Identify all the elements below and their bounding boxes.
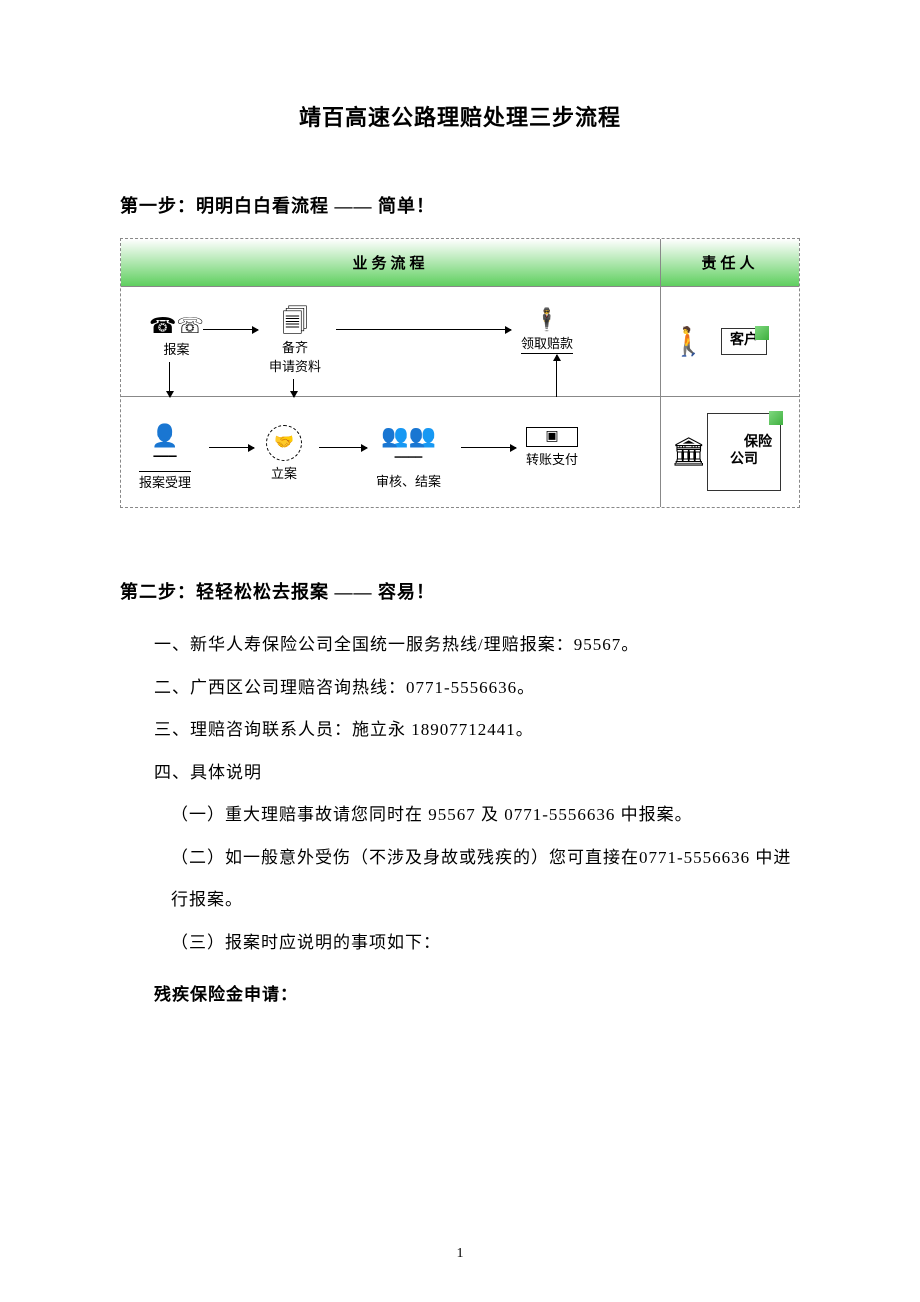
flowchart-row-insurer: 👤▔▔▔ 报案受理 🤝 立案 👥👥▔▔▔▔ 审核、结案 ▣ 转账支付 🏛 保 [121, 397, 799, 507]
arrow-pay-up [556, 355, 557, 397]
node-file: 🤝 立案 [266, 425, 302, 482]
process-cell-insurer: 👤▔▔▔ 报案受理 🤝 立案 👥👥▔▔▔▔ 审核、结案 ▣ 转账支付 [121, 397, 661, 507]
owner-customer-label: 客户 [730, 333, 758, 348]
step1-heading: 第一步：明明白白看流程 —— 简单！ [120, 192, 800, 218]
process-cell-customer: ☎☏ 报案 🗐 备齐 申请资料 🕴 领取赔款 [121, 287, 661, 396]
documents-icon: 🗐 [269, 309, 321, 335]
header-owner-col: 责任人 [661, 239, 799, 287]
item-3: 三、理赔咨询联系人员：施立永 18907712441。 [120, 709, 800, 752]
arrow-report-down [169, 362, 170, 397]
node-report-label: 报案 [149, 339, 204, 358]
payment-icon: ▣ [526, 427, 578, 447]
item-1: 一、新华人寿保险公司全国统一服务热线/理赔报案：95567。 [120, 624, 800, 667]
node-receive: 🕴 领取赔款 [521, 309, 573, 354]
arrow-prepare-down [293, 379, 294, 397]
document-title: 靖百高速公路理赔处理三步流程 [120, 100, 800, 132]
flowchart: 业务流程 责任人 ☎☏ 报案 🗐 备齐 申请资料 🕴 领取赔款 [120, 238, 800, 508]
node-accept-label: 报案受理 [139, 471, 191, 491]
page-number: 1 [0, 1246, 920, 1262]
node-accept: 👤▔▔▔ 报案受理 [139, 425, 191, 491]
node-prepare-label: 备齐 申请资料 [269, 337, 321, 375]
step2-body: 一、新华人寿保险公司全国统一服务热线/理赔报案：95567。 二、广西区公司理赔… [120, 624, 800, 1017]
subitem-3: （三）报案时应说明的事项如下： [120, 922, 800, 965]
disability-heading: 残疾保险金申请： [120, 974, 800, 1017]
node-prepare: 🗐 备齐 申请资料 [269, 309, 321, 375]
subitem-1: （一）重大理赔事故请您同时在 95567 及 0771-5556636 中报案。 [120, 794, 800, 837]
committee-icon: 👥👥▔▔▔▔ [376, 425, 441, 469]
arrow-report-to-prepare [203, 329, 258, 330]
step2-heading: 第二步：轻轻松松去报案 —— 容易！ [120, 578, 800, 604]
node-review: 👥👥▔▔▔▔ 审核、结案 [376, 425, 441, 490]
flowchart-row-customer: ☎☏ 报案 🗐 备齐 申请资料 🕴 领取赔款 🚶 客户 [121, 287, 799, 397]
arrow-file-to-review [319, 447, 367, 448]
node-pay-label: 转账支付 [526, 449, 578, 468]
owner-cell-insurer: 🏛 保险 公司 [661, 397, 799, 507]
header-process-col: 业务流程 [121, 239, 661, 287]
handshake-icon: 🤝 [266, 425, 302, 461]
node-receive-label: 领取赔款 [521, 333, 573, 354]
node-pay: ▣ 转账支付 [526, 427, 578, 468]
person-icon: 🚶 [671, 325, 706, 359]
desk-icon: 👤▔▔▔ [139, 425, 191, 469]
flowchart-header: 业务流程 责任人 [121, 239, 799, 287]
node-review-label: 审核、结案 [376, 471, 441, 490]
owner-insurer-box: 保险 公司 [707, 413, 781, 490]
item-4: 四、具体说明 [120, 752, 800, 795]
node-file-label: 立案 [266, 463, 302, 482]
owner-insurer-label: 保险 公司 [730, 435, 772, 467]
node-report: ☎☏ 报案 [149, 315, 204, 358]
arrow-review-to-pay [461, 447, 516, 448]
owner-customer-box: 客户 [721, 328, 767, 355]
item-2: 二、广西区公司理赔咨询热线：0771-5556636。 [120, 667, 800, 710]
arrow-accept-to-file [209, 447, 254, 448]
person-receive-icon: 🕴 [521, 309, 573, 331]
arrow-prepare-to-receive [336, 329, 511, 330]
phone-icon: ☎☏ [149, 315, 204, 337]
owner-cell-customer: 🚶 客户 [661, 287, 799, 396]
subitem-2: （二）如一般意外受伤（不涉及身故或残疾的）您可直接在0771-5556636 中… [120, 837, 800, 922]
building-icon: 🏛 [671, 435, 707, 469]
